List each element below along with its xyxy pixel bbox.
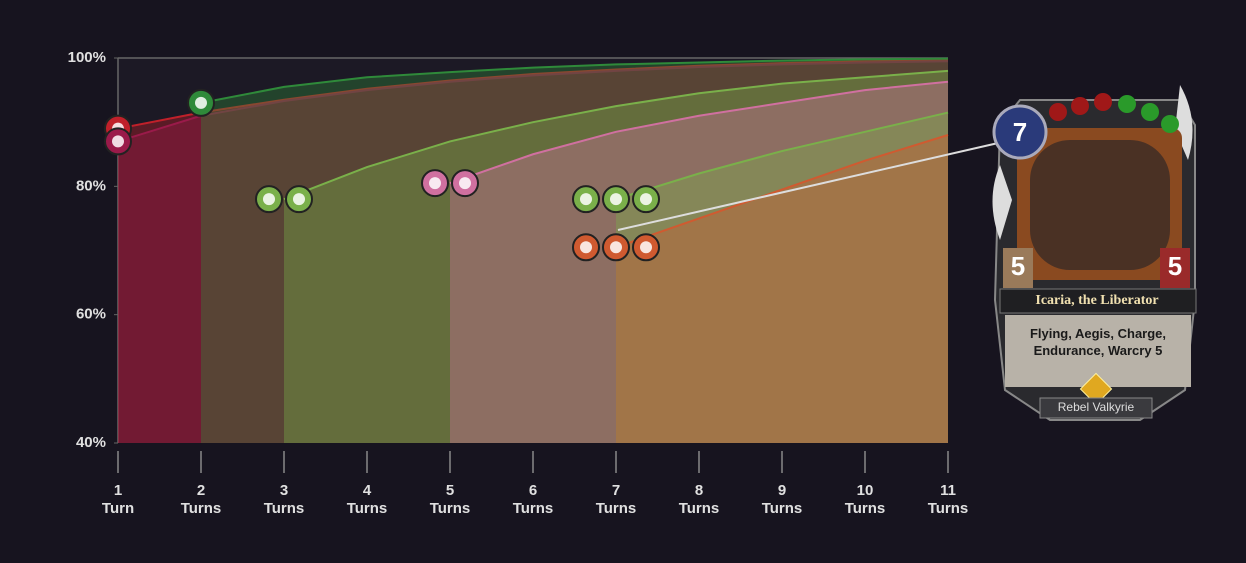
line (283, 69, 949, 201)
pointer-line (617, 137, 1021, 231)
influence-icon-inner (112, 135, 124, 148)
y-tick-label: 100% (68, 49, 106, 66)
card: 7 5 5 Icaria, the Liberator Flying, Aegi… (992, 85, 1197, 421)
line (200, 57, 949, 104)
y-tick-label: 40% (76, 434, 106, 451)
card-name: Icaria, the Liberator (1035, 293, 1158, 308)
card-health: 5 (1168, 251, 1182, 281)
area (616, 135, 948, 443)
name-bar (999, 288, 1197, 314)
card-art-figure (1030, 140, 1170, 270)
influence-icon-inner (640, 193, 652, 206)
influence-icon-inner (580, 193, 592, 206)
x-tick-label: 6 Turns (513, 482, 554, 517)
x-tick-label: 3 Turns (264, 482, 305, 517)
influence-icon-inner (195, 96, 207, 109)
health-box (1160, 248, 1190, 288)
influence-icon (1118, 95, 1136, 113)
influence-icon-inner (459, 177, 471, 190)
line (615, 111, 949, 201)
influence-icon (1161, 115, 1179, 133)
influence-icon-inner (429, 177, 441, 190)
card-text-wrap: Flying, Aegis, Charge, Endurance, Warcry… (1029, 326, 1167, 358)
card-text: Flying, Aegis, Charge, Endurance, Warcry… (1029, 326, 1167, 358)
x-tick-label: 10 Turns (845, 482, 886, 517)
influence-icon (1094, 93, 1112, 111)
influence-icon-inner (263, 193, 275, 206)
influence-icon-inner (640, 241, 652, 254)
influence-icon (1049, 103, 1067, 121)
x-tick-label: 1 Turn (102, 482, 134, 517)
influence-icon-inner (580, 241, 592, 254)
line (117, 60, 949, 143)
subtype-bar (1039, 397, 1153, 419)
influence-icon-inner (610, 193, 622, 206)
x-tick-label: 5 Turns (430, 482, 471, 517)
card-cost: 7 (1013, 117, 1027, 147)
card-influence (1049, 93, 1179, 133)
x-tick-label: 7 Turns (596, 482, 637, 517)
x-tick-label: 11 Turns (928, 482, 969, 517)
x-tick-label: 2 Turns (181, 482, 222, 517)
area (450, 81, 948, 443)
wing (992, 165, 1012, 240)
cost-gem (992, 104, 1048, 160)
wing (1175, 85, 1193, 160)
line (449, 80, 949, 185)
x-tick-label: 8 Turns (679, 482, 720, 517)
area (118, 59, 948, 444)
influence-icon (1071, 97, 1089, 115)
attack-box (1003, 248, 1033, 288)
card-subtype: Rebel Valkyrie (1058, 400, 1135, 414)
line (117, 58, 949, 130)
influence-icon-inner (293, 193, 305, 206)
x-tick-label: 4 Turns (347, 482, 388, 517)
area (118, 61, 948, 443)
area (616, 112, 948, 444)
card-attack: 5 (1011, 251, 1025, 281)
influence-icon (1141, 103, 1159, 121)
plot: 100% 80% 60% 40% 1 Turn 2 Turns 3 Turns 4 Turns 5 Tur… (68, 49, 969, 517)
x-tick-label: 9 Turns (762, 482, 803, 517)
line (615, 134, 949, 249)
rarity-gem (1079, 372, 1113, 406)
influence-icon-inner (610, 241, 622, 254)
y-tick-label: 60% (76, 306, 106, 323)
y-tick-label: 80% (76, 177, 106, 194)
